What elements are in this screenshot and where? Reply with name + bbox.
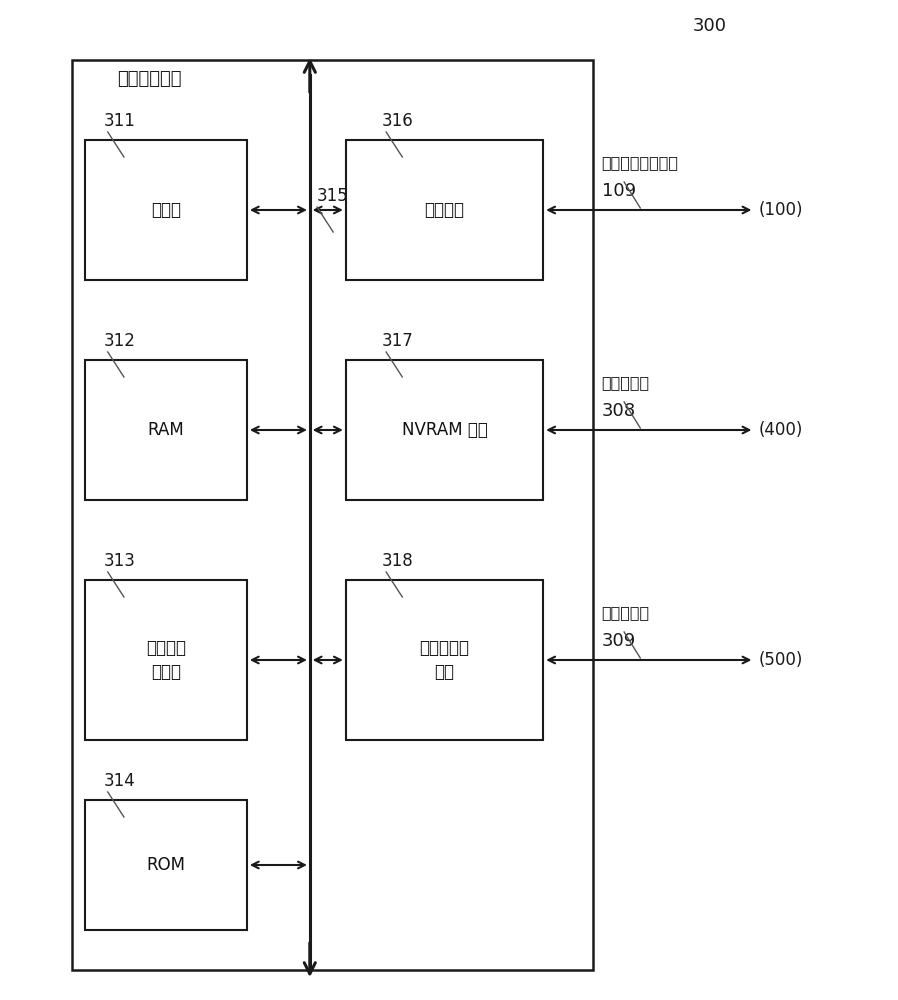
Bar <box>346 140 543 280</box>
Text: 处理器: 处理器 <box>151 201 181 219</box>
Text: 311: 311 <box>103 112 135 130</box>
Text: 请求和数据: 请求和数据 <box>602 605 650 620</box>
Bar <box>346 360 543 500</box>
Text: 主机接口: 主机接口 <box>425 201 464 219</box>
Text: 313: 313 <box>103 552 135 570</box>
Text: ROM: ROM <box>146 856 186 874</box>
Text: 请求和数据: 请求和数据 <box>602 375 650 390</box>
Text: 318: 318 <box>382 552 413 570</box>
Text: 命令、数据和应答: 命令、数据和应答 <box>602 155 679 170</box>
Text: 308: 308 <box>602 402 636 420</box>
Text: 错误校正
处理块: 错误校正 处理块 <box>146 639 186 681</box>
Text: 312: 312 <box>103 332 135 350</box>
Bar <box>72 60 593 970</box>
Text: 闪速存储器
接口: 闪速存储器 接口 <box>419 639 470 681</box>
Text: (100): (100) <box>759 201 804 219</box>
Text: 317: 317 <box>382 332 413 350</box>
Text: (400): (400) <box>759 421 803 439</box>
Bar <box>85 580 247 740</box>
Text: 315: 315 <box>317 187 348 205</box>
Text: NVRAM 接口: NVRAM 接口 <box>401 421 488 439</box>
Text: 300: 300 <box>692 17 726 35</box>
Text: 309: 309 <box>602 632 636 650</box>
Bar <box>346 580 543 740</box>
Text: 109: 109 <box>602 182 636 200</box>
Text: 存储控刻单元: 存储控刻单元 <box>117 70 181 88</box>
Text: 314: 314 <box>103 772 135 790</box>
Text: 316: 316 <box>382 112 413 130</box>
Bar <box>85 800 247 930</box>
Bar <box>85 140 247 280</box>
Text: RAM: RAM <box>148 421 184 439</box>
Bar <box>85 360 247 500</box>
Text: (500): (500) <box>759 651 803 669</box>
